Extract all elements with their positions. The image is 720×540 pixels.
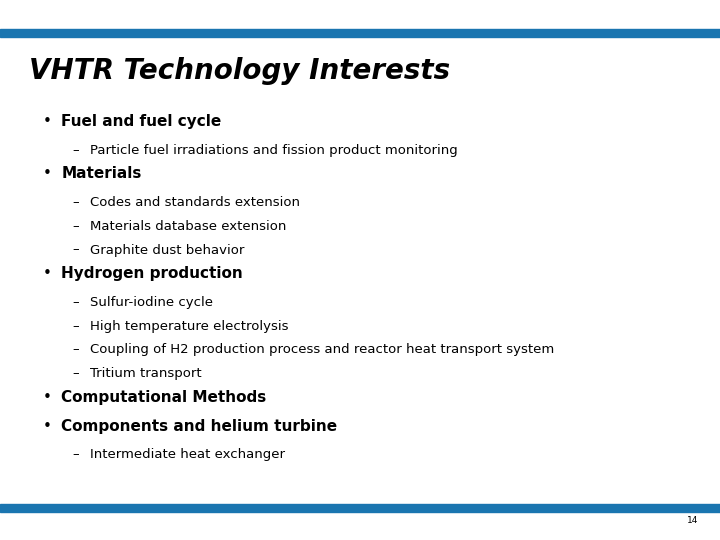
- Text: •: •: [42, 266, 51, 281]
- Text: Sulfur-iodine cycle: Sulfur-iodine cycle: [90, 296, 213, 309]
- Text: Particle fuel irradiations and fission product monitoring: Particle fuel irradiations and fission p…: [90, 144, 458, 157]
- Text: Coupling of H2 production process and reactor heat transport system: Coupling of H2 production process and re…: [90, 343, 554, 356]
- Text: Materials database extension: Materials database extension: [90, 220, 287, 233]
- Text: –: –: [72, 196, 79, 209]
- Text: Codes and standards extension: Codes and standards extension: [90, 196, 300, 209]
- Text: Tritium transport: Tritium transport: [90, 367, 202, 380]
- Text: •: •: [42, 114, 51, 129]
- Bar: [0, 504, 720, 512]
- Text: •: •: [42, 166, 51, 181]
- Text: –: –: [72, 296, 79, 309]
- Text: Intermediate heat exchanger: Intermediate heat exchanger: [90, 448, 285, 461]
- Text: VHTR Technology Interests: VHTR Technology Interests: [29, 57, 450, 85]
- Text: –: –: [72, 448, 79, 461]
- Text: Fuel and fuel cycle: Fuel and fuel cycle: [61, 114, 222, 129]
- Text: –: –: [72, 144, 79, 157]
- Text: –: –: [72, 320, 79, 333]
- Text: Graphite dust behavior: Graphite dust behavior: [90, 244, 244, 256]
- Text: •: •: [42, 390, 51, 405]
- Text: Hydrogen production: Hydrogen production: [61, 266, 243, 281]
- Text: –: –: [72, 343, 79, 356]
- Text: •: •: [42, 418, 51, 434]
- Text: –: –: [72, 220, 79, 233]
- Text: High temperature electrolysis: High temperature electrolysis: [90, 320, 289, 333]
- Text: –: –: [72, 367, 79, 380]
- Text: Materials: Materials: [61, 166, 142, 181]
- Text: –: –: [72, 244, 79, 256]
- Bar: [0, 29, 720, 37]
- Text: Computational Methods: Computational Methods: [61, 390, 266, 405]
- Text: Components and helium turbine: Components and helium turbine: [61, 418, 338, 434]
- Text: 14: 14: [687, 516, 698, 525]
